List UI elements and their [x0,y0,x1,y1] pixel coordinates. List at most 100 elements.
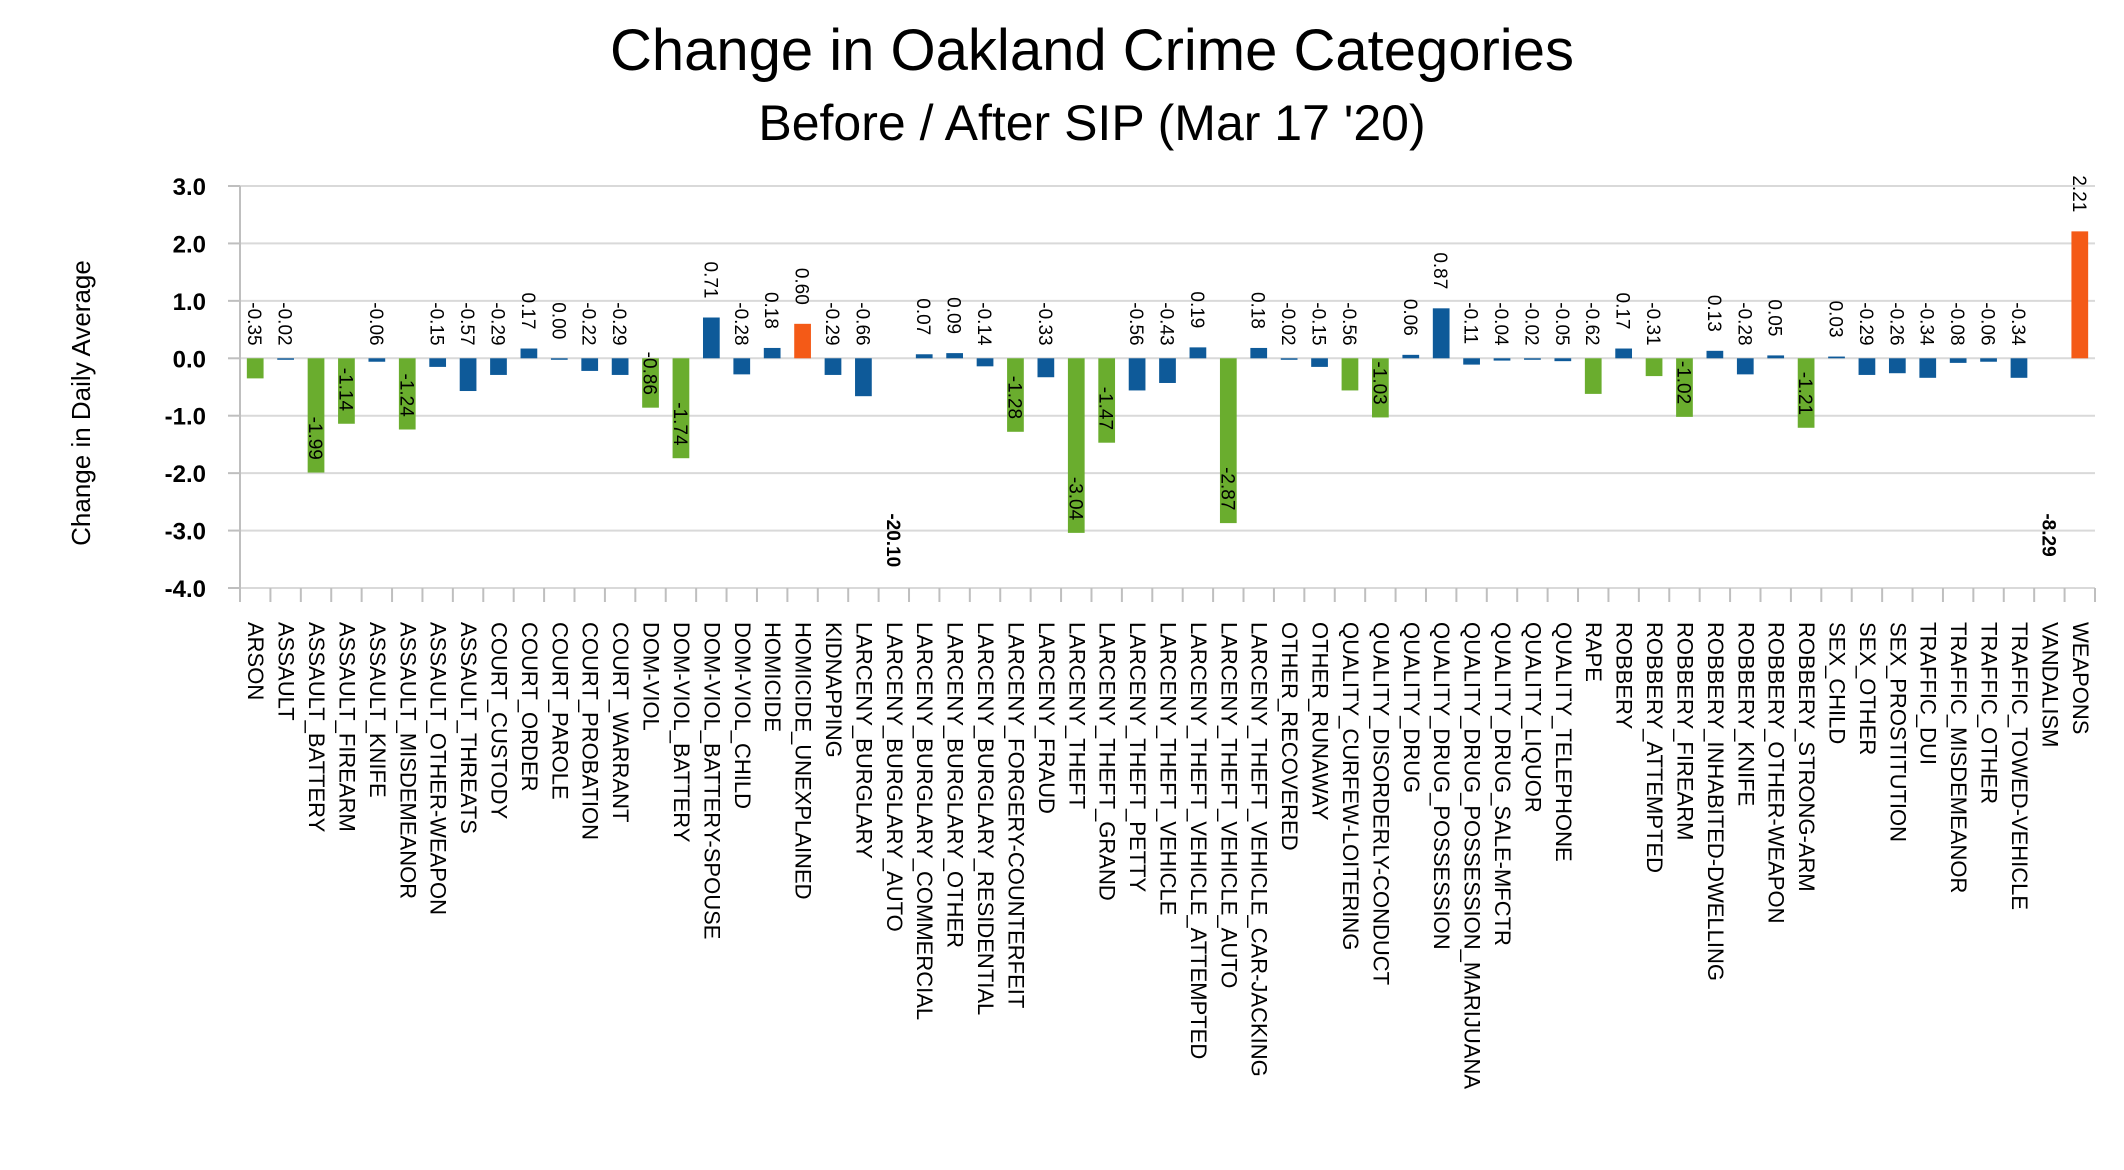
bar-quality_drug [1402,354,1420,359]
data-label: -0.56 [1338,302,1359,345]
bar-dom-viol [642,358,659,408]
bar-robbery [1615,348,1633,359]
bar-robbery_firearm [1676,358,1693,417]
bar-homicide_unexplained [794,323,811,359]
x-tick-label: COURT_ORDER [517,622,542,792]
x-tick-label: RAPE [1581,622,1606,682]
data-label: -0.43 [1156,302,1177,345]
x-tick-label: ROBBERY_INHABITED-DWELLING [1703,622,1728,981]
chart-subtitle: Before / After SIP (Mar 17 '20) [758,95,1425,151]
bar-robbery_inhabited-dwelling [1706,350,1724,359]
data-label: -1.28 [1003,376,1024,419]
bar-quality_liquor [1524,358,1541,360]
data-label: -0.26 [1885,302,1906,345]
data-label: -0.02 [1520,302,1541,345]
bar-larceny_theft_petty [1128,358,1146,391]
bar-sex_child [1828,356,1845,359]
bar-larceny_burglary_other [946,353,963,359]
data-label: -0.02 [274,302,295,345]
data-label: 0.18 [1247,292,1268,329]
bar-assault_misdemeanor [398,358,416,430]
data-labels: -0.35 -0.02 -1.99 -1.14 -0.06 -1.24 -0.15 -0.57… [243,175,2089,567]
x-tick-label: COURT_CUSTODY [486,622,511,820]
data-label: -0.08 [1946,302,1967,345]
x-tick-label: LARCENY_THEFT_GRAND [1095,622,1120,901]
x-tick-label: DOM-VIOL_CHILD [730,622,755,809]
x-tick-label: LARCENY_THEFT_VEHICLE_ATTEMPTED [1186,622,1211,1059]
data-label: 0.13 [1703,295,1724,332]
bar-kidnapping [824,358,842,375]
y-tick-label: 1.0 [173,289,206,316]
data-label: 0.07 [912,298,933,335]
x-tick-label: SEX_OTHER [1855,622,1880,755]
x-tick-label: ASSAULT_KNIFE [365,622,390,798]
data-label: -0.15 [426,302,447,345]
x-tick-label: ASSAULT_FIREARM [334,622,359,832]
data-label: -0.66 [851,302,872,345]
y-axis-label: Change in Daily Average [66,260,96,546]
bar-other_recovered [1280,358,1298,360]
x-tick-label: HOMICIDE [760,622,785,732]
chart-title: Change in Oakland Crime Categories [610,18,1574,83]
data-label: -1.74 [669,402,690,446]
data-label: -0.06 [1977,302,1998,345]
bar-quality_drug_sale-mfctr [1493,358,1511,361]
bar-dom-viol_child [733,358,751,375]
data-label: -0.28 [730,302,751,345]
x-tick-label: LARCENY_THEFT_PETTY [1125,622,1150,892]
y-tick-label: 2.0 [173,231,206,258]
y-axis-ticks: 3.0 2.0 1.0 0.0 -1.0 -2.0 -3.0 -4.0 [165,174,206,603]
bars [246,231,2089,533]
bar-quality_curfew-loitering [1341,358,1359,391]
y-tick-label: -3.0 [165,519,206,546]
data-label: 0.71 [699,262,720,299]
data-label: -1.03 [1368,361,1389,404]
data-label: -0.28 [1733,302,1754,345]
x-tick-label: LARCENY_BURGLARY_OTHER [943,622,968,948]
bar-sex_prostitution [1888,358,1906,374]
bar-larceny_burglary [855,358,872,397]
data-label: -0.57 [456,302,477,345]
bar-robbery_strong-arm [1797,358,1815,428]
bar-larceny_theft [1067,358,1085,533]
x-tick-label: LARCENY_BURGLARY_AUTO [882,622,907,932]
data-label: -0.29 [608,302,629,345]
data-label: 0.60 [791,268,812,305]
x-tick-label: ROBBERY_KNIFE [1733,622,1758,806]
data-label: -3.04 [1064,477,1085,521]
bar-traffic_towed-vehicle [2010,358,2028,378]
data-label: -0.34 [2007,302,2028,346]
x-tick-label: ROBBERY_ATTEMPTED [1642,622,1667,873]
bar-other_runaway [1311,358,1328,367]
x-tick-label: SEX_PROSTITUTION [1885,622,1910,842]
x-tick-label: DOM-VIOL_BATTERY [669,622,694,843]
data-label: 2.21 [2068,175,2089,212]
data-label: -0.02 [1277,302,1298,345]
x-tick-label: OTHER_RECOVERED [1277,622,1302,851]
bar-larceny_forgery-counterfeit [1007,358,1024,432]
bar-larceny_burglary_commercial [915,354,933,359]
x-tick-label: COURT_PAROLE [547,622,572,800]
x-tick-label: LARCENY_FORGERY-COUNTERFEIT [1003,622,1028,1008]
data-label: 0.17 [1612,293,1633,330]
bar-assault_firearm [338,358,355,424]
y-tick-label: -1.0 [165,404,206,431]
bar-assault_other-weapon [429,358,447,367]
x-tick-label: ASSAULT_OTHER-WEAPON [426,622,451,915]
x-tick-label: ROBBERY_FIREARM [1672,622,1697,840]
x-tick-label: SEX_CHILD [1825,622,1850,744]
x-tick-label: QUALITY_DRUG_POSSESSION [1429,622,1454,950]
y-tick-label: -4.0 [165,576,206,603]
x-axis-ticks: ARSON ASSAULT ASSAULT_BATTERY ASSAULT_FIREA… [243,622,2093,1089]
x-tick-label: COURT_WARRANT [608,622,633,822]
data-label: -0.86 [639,352,660,395]
bar-assault_battery [307,358,325,473]
x-tick-label: VANDALISM [2037,622,2062,748]
x-tick-label: COURT_PROBATION [578,622,603,840]
data-label: -1.21 [1794,372,1815,415]
bar-robbery_attempted [1645,358,1663,377]
bar-sex_other [1858,358,1876,375]
data-label: -0.34 [1916,302,1937,346]
x-tick-label: TRAFFIC_MISDEMEANOR [1946,622,1971,893]
x-tick-label: WEAPONS [2068,622,2093,734]
